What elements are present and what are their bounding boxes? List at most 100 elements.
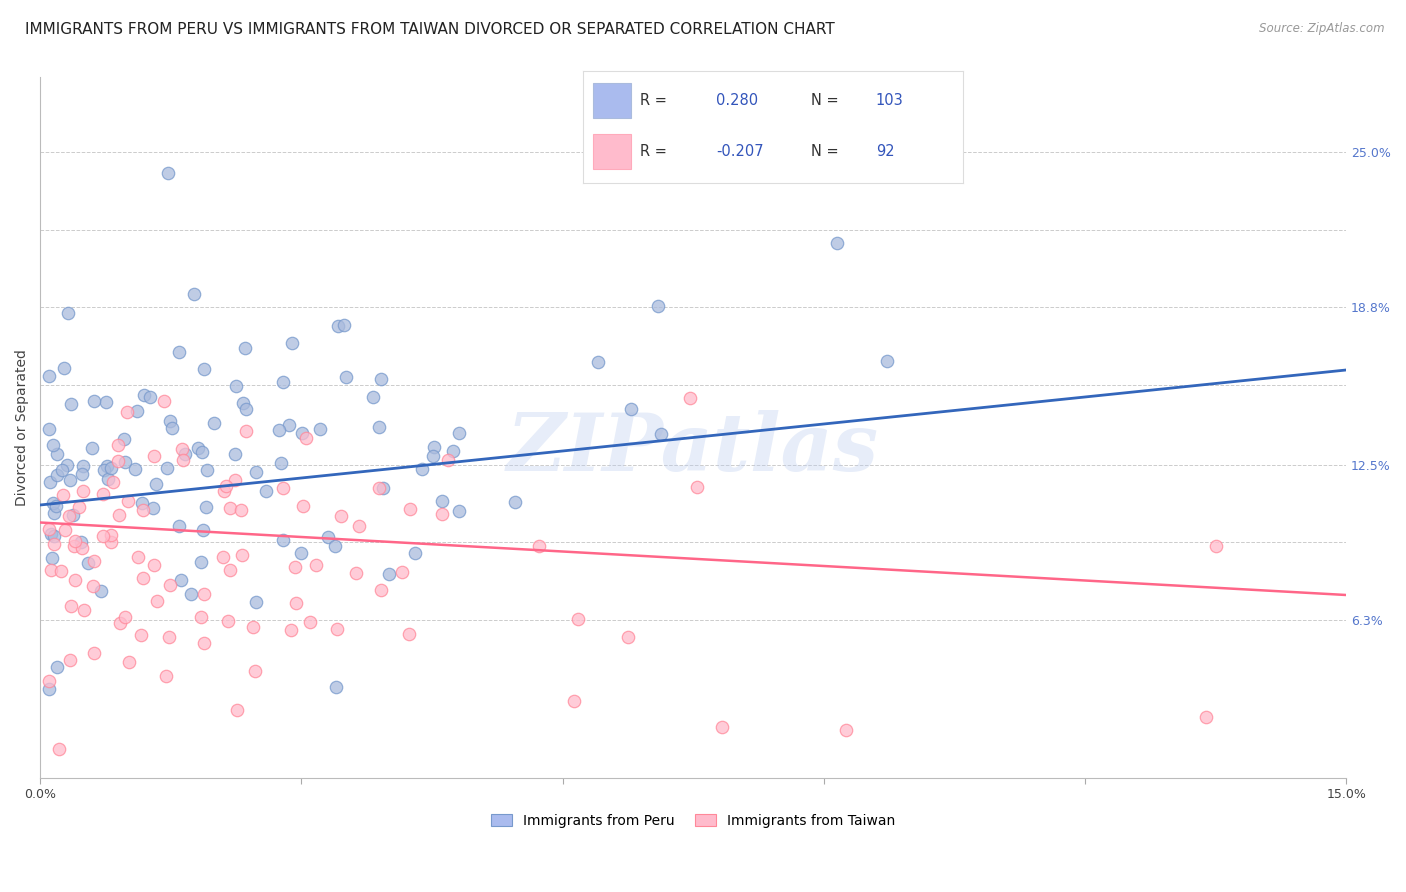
Point — [229, 503, 252, 517]
Point — [170, 442, 193, 456]
Point — [51, 564, 73, 578]
Point — [326, 622, 349, 636]
Point — [132, 388, 155, 402]
Point — [101, 475, 124, 490]
Point — [80, 442, 103, 456]
Point — [835, 723, 858, 738]
Point — [39, 563, 62, 577]
Point — [650, 426, 672, 441]
Point — [422, 450, 444, 464]
Point — [423, 440, 446, 454]
Point — [686, 480, 709, 494]
Point — [214, 484, 236, 499]
Point — [93, 463, 115, 477]
Text: N =: N = — [811, 93, 839, 108]
Point — [430, 507, 453, 521]
Legend: Immigrants from Peru, Immigrants from Taiwan: Immigrants from Peru, Immigrants from Ta… — [485, 808, 901, 834]
Point — [73, 603, 96, 617]
Point — [370, 583, 392, 598]
Point — [193, 636, 215, 650]
Point — [170, 573, 193, 587]
Point — [278, 417, 301, 432]
Point — [56, 458, 79, 472]
Point — [117, 493, 139, 508]
Point — [157, 630, 180, 644]
Point — [226, 703, 249, 717]
Point — [131, 495, 153, 509]
Point — [398, 627, 420, 641]
Point — [39, 527, 62, 541]
Point — [69, 534, 91, 549]
Point — [225, 379, 247, 393]
Point — [62, 539, 84, 553]
Point — [617, 630, 640, 644]
Point — [449, 503, 471, 517]
Point — [233, 341, 256, 355]
Point — [269, 423, 291, 437]
Point — [174, 447, 197, 461]
Point — [218, 501, 240, 516]
Point — [370, 371, 392, 385]
Point — [156, 460, 179, 475]
Point — [193, 362, 215, 376]
Point — [56, 306, 79, 320]
Point — [38, 422, 60, 436]
Point — [45, 499, 67, 513]
Point — [404, 546, 426, 560]
Point — [245, 465, 267, 479]
Point — [1195, 710, 1218, 724]
Point — [132, 571, 155, 585]
Point — [115, 405, 138, 419]
Point — [620, 402, 643, 417]
Point — [367, 481, 389, 495]
Point — [224, 473, 246, 487]
Point — [204, 417, 226, 431]
Point — [58, 653, 80, 667]
Point — [63, 534, 86, 549]
Point — [62, 508, 84, 523]
Point — [190, 610, 212, 624]
Point — [38, 522, 60, 536]
Point — [180, 587, 202, 601]
Point — [96, 394, 118, 409]
Point — [59, 473, 82, 487]
Point — [67, 500, 90, 514]
Point — [391, 565, 413, 579]
Point — [215, 478, 238, 492]
Point — [193, 587, 215, 601]
Point — [129, 628, 152, 642]
Point — [42, 506, 65, 520]
Point — [367, 419, 389, 434]
Point — [280, 624, 302, 638]
Point — [72, 484, 94, 499]
Point — [38, 368, 60, 383]
Point — [284, 596, 307, 610]
Point — [194, 500, 217, 514]
FancyBboxPatch shape — [593, 134, 631, 169]
Point — [125, 404, 148, 418]
Point — [145, 476, 167, 491]
Point — [42, 495, 65, 509]
Point — [142, 558, 165, 573]
Point — [72, 541, 94, 556]
Point — [60, 599, 83, 613]
Point — [281, 336, 304, 351]
Point — [436, 452, 458, 467]
Point — [212, 550, 235, 565]
Point — [441, 444, 464, 458]
Point — [503, 495, 526, 509]
Point — [271, 481, 294, 495]
Point — [83, 394, 105, 409]
Point — [155, 668, 177, 682]
Text: R =: R = — [641, 145, 668, 159]
Point — [100, 460, 122, 475]
Point — [271, 376, 294, 390]
Point — [42, 437, 65, 451]
Point — [159, 414, 181, 428]
Point — [586, 355, 609, 369]
Point — [100, 535, 122, 549]
Point — [39, 475, 62, 490]
Point — [112, 433, 135, 447]
Point — [143, 449, 166, 463]
Point — [159, 578, 181, 592]
